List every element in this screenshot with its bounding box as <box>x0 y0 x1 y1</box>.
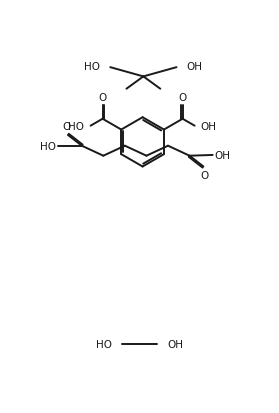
Text: HO: HO <box>84 62 100 72</box>
Text: OH: OH <box>214 151 230 161</box>
Text: OH: OH <box>201 121 217 131</box>
Text: OH: OH <box>167 339 183 349</box>
Text: OH: OH <box>186 62 203 72</box>
Text: HO: HO <box>68 121 85 131</box>
Text: O: O <box>62 122 71 132</box>
Text: O: O <box>179 93 187 102</box>
Text: HO: HO <box>96 339 112 349</box>
Text: HO: HO <box>40 141 56 151</box>
Text: O: O <box>201 171 209 181</box>
Text: O: O <box>98 93 107 102</box>
